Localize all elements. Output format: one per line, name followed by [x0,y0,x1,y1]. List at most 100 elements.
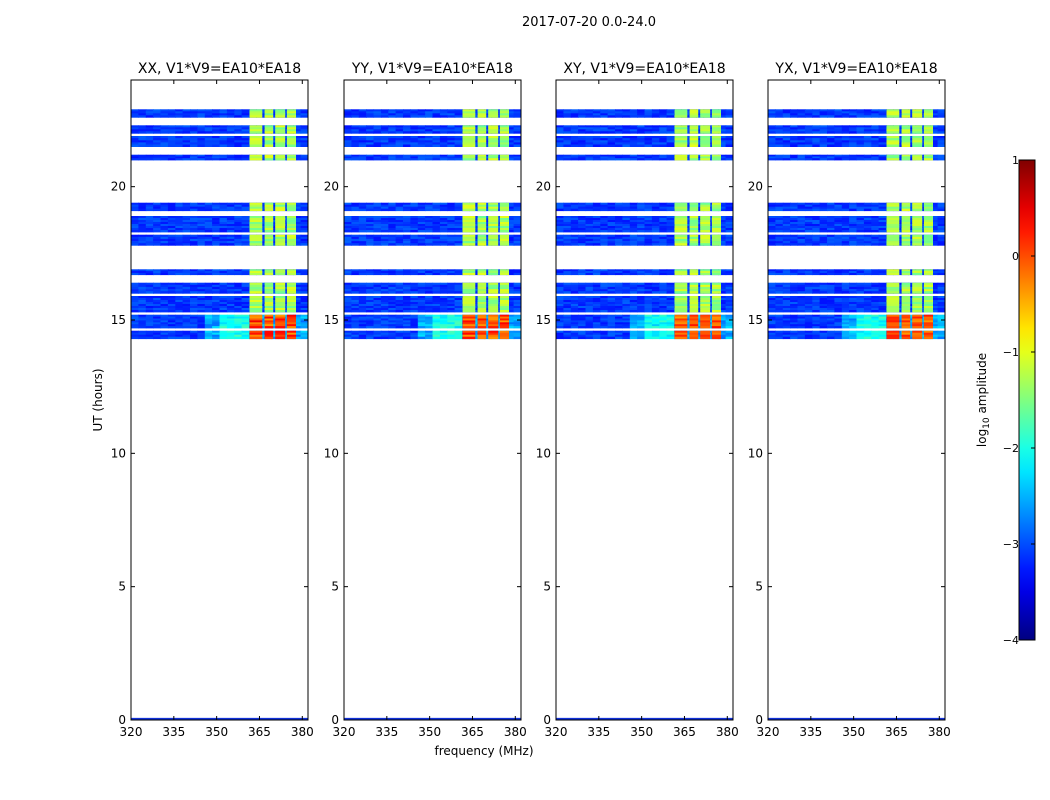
heatmap-cell [615,302,623,305]
heatmap-cell [145,109,154,112]
heatmap-cell [484,238,493,242]
heatmap-cell [585,243,594,246]
heatmap-cell [600,296,609,299]
heatmap-cell [190,316,198,319]
heatmap-cell [432,220,441,223]
heatmap-cell [131,140,139,143]
heatmap-cell [145,136,154,139]
heatmap-cell [622,129,631,132]
heatmap-cell [175,332,184,336]
rfi-cell [477,291,487,294]
heatmap-cell [725,234,733,238]
heatmap-cell [351,284,360,288]
heatmap-cell [417,332,426,336]
heatmap-cell [629,125,638,128]
heatmap-cell [651,324,660,327]
heatmap-cell [651,308,660,311]
heatmap-cell [351,129,360,132]
rfi-cell [275,220,286,223]
heatmap-cell [160,326,169,329]
heatmap-cell [271,286,280,290]
heatmap-cell [366,289,375,292]
heatmap-cell [600,222,609,225]
heatmap-cell [666,243,675,246]
heatmap-cell [718,222,727,225]
heatmap-cell [366,156,375,159]
heatmap-cell [659,115,668,118]
heatmap-cell [432,286,441,290]
heatmap-cell [234,286,243,290]
heatmap-cell [417,302,426,305]
heatmap-cell [153,236,162,240]
heatmap-cell [131,109,139,112]
heatmap-cell [373,234,382,238]
heatmap-cell [358,216,367,219]
heatmap-cell [439,243,448,246]
heatmap-cell [204,138,213,141]
rfi-cell [499,332,509,336]
heatmap-cell [578,208,587,212]
heatmap-cell [578,218,587,221]
heatmap-cell [271,222,280,225]
heatmap-cell [447,289,456,292]
rfi-cell [462,272,476,276]
heatmap-cell [167,330,176,334]
heatmap-cell [293,234,302,238]
heatmap-cell [226,154,235,157]
heatmap-cell [513,238,521,242]
rfi-cell [499,306,509,309]
heatmap-cell [417,111,426,114]
rfi-cell [249,318,263,321]
heatmap-cell [439,113,448,116]
rfi-cell [700,284,711,288]
heatmap-cell [241,129,250,132]
heatmap-cell [607,140,616,143]
heatmap-cell [403,220,411,223]
heatmap-cell [131,131,139,134]
heatmap-cell [629,154,638,157]
heatmap-cell [563,316,572,319]
heatmap-cell [600,284,609,288]
heatmap-cell [651,144,660,147]
heatmap-cell [204,236,213,240]
rfi-cell [674,226,688,229]
heatmap-cell [592,111,601,114]
heatmap-cell [615,272,623,276]
heatmap-cell [484,308,493,311]
rfi-cell [674,158,688,161]
heatmap-cell [513,136,521,139]
heatmap-cell [373,332,382,336]
heatmap-cell [439,272,448,276]
heatmap-cell [725,216,733,219]
heatmap-cell [629,269,638,272]
heatmap-cell [484,243,493,246]
heatmap-cell [506,127,515,130]
heatmap-cell [432,320,441,323]
heatmap-cell [556,206,564,210]
heatmap-cell [659,131,668,134]
rfi-cell [689,154,699,157]
heatmap-cell [659,306,668,309]
rfi-cell [264,158,274,161]
heatmap-cell [197,236,206,240]
heatmap-cell [607,125,616,128]
heatmap-cell [145,156,154,159]
heatmap-cell [454,156,463,159]
heatmap-cell [454,330,463,334]
heatmap-cell [380,272,389,276]
heatmap-cell [666,109,675,112]
heatmap-cell [138,308,147,311]
heatmap-cell [212,324,221,327]
heatmap-cell [425,202,434,206]
heatmap-cell [410,336,419,340]
heatmap-cell [629,300,638,303]
heatmap-cell [410,111,419,114]
heatmap-cell [585,308,594,311]
heatmap-cell [556,322,564,325]
heatmap-cell [615,269,623,272]
heatmap-cell [570,226,579,229]
heatmap-cell [651,208,660,212]
heatmap-cell [563,289,572,292]
heatmap-cell [167,127,176,130]
